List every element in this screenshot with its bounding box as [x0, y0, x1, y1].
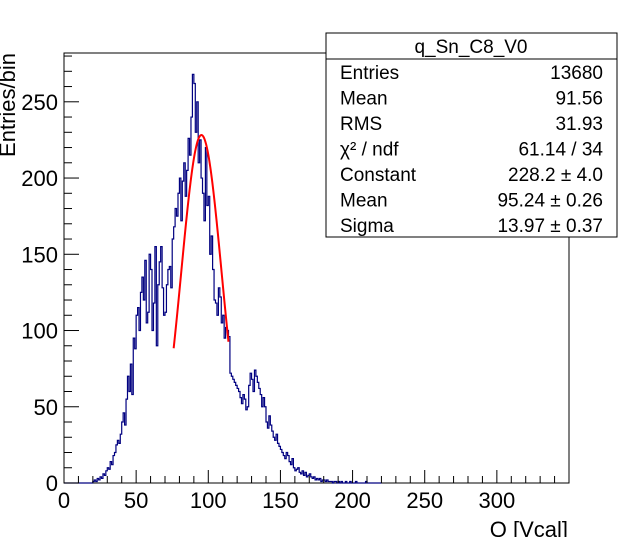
stats-rows: Entries 13680 Mean 91.56 RMS 31.93 χ² / ndf 61.… — [340, 63, 603, 237]
stats-row-label: Entries — [340, 63, 399, 84]
stats-row-value: 228.2 ± 4.0 — [508, 165, 603, 186]
stats-row-value: 13.97 ± 0.37 — [497, 216, 603, 237]
y-axis-title: Entries/bin — [0, 53, 20, 157]
stats-row-value: 95.24 ± 0.26 — [497, 191, 603, 212]
y-tick-label: 200 — [21, 166, 58, 191]
x-tick-label: 0 — [58, 488, 70, 513]
stats-row-label: Mean — [340, 191, 388, 212]
x-tick-label: 150 — [262, 488, 299, 513]
axis-ticks — [63, 55, 570, 484]
stats-row-label: χ² / ndf — [340, 140, 399, 161]
x-tick-label: 100 — [190, 488, 227, 513]
x-tick-label: 300 — [478, 488, 515, 513]
x-axis-title: Q [Vcal] — [490, 517, 568, 537]
stats-row-label: Constant — [340, 165, 417, 186]
x-tick-label: 50 — [124, 488, 148, 513]
stats-row-value: 61.14 / 34 — [518, 140, 603, 161]
stats-row-label: Mean — [340, 89, 388, 110]
y-tick-label: 150 — [21, 242, 58, 267]
plot-frame — [63, 52, 570, 484]
gaussian-fit-curve — [172, 134, 230, 349]
y-tick-label: 250 — [21, 90, 58, 115]
stats-row-value: 91.56 — [555, 89, 603, 110]
x-tick-label: 200 — [334, 488, 371, 513]
histogram-series — [64, 73, 382, 484]
stats-box: q_Sn_C8_V0 Entries 13680 Mean 91.56 RMS 31.93… — [325, 32, 618, 238]
axis-tick-labels: 0 50 100 150 200 250 300 0 50 100 150 200 250 — [21, 90, 515, 513]
stats-row-label: Sigma — [340, 216, 394, 237]
stats-row-label: RMS — [340, 114, 382, 135]
x-tick-label: 250 — [406, 488, 443, 513]
stats-box-frame — [325, 32, 618, 238]
y-tick-label: 50 — [34, 395, 58, 420]
stats-row-value: 31.93 — [555, 114, 603, 135]
stats-row-value: 13680 — [550, 63, 603, 84]
stats-box-title: q_Sn_C8_V0 — [414, 37, 527, 58]
y-tick-label: 0 — [46, 471, 58, 496]
y-tick-label: 100 — [21, 319, 58, 344]
